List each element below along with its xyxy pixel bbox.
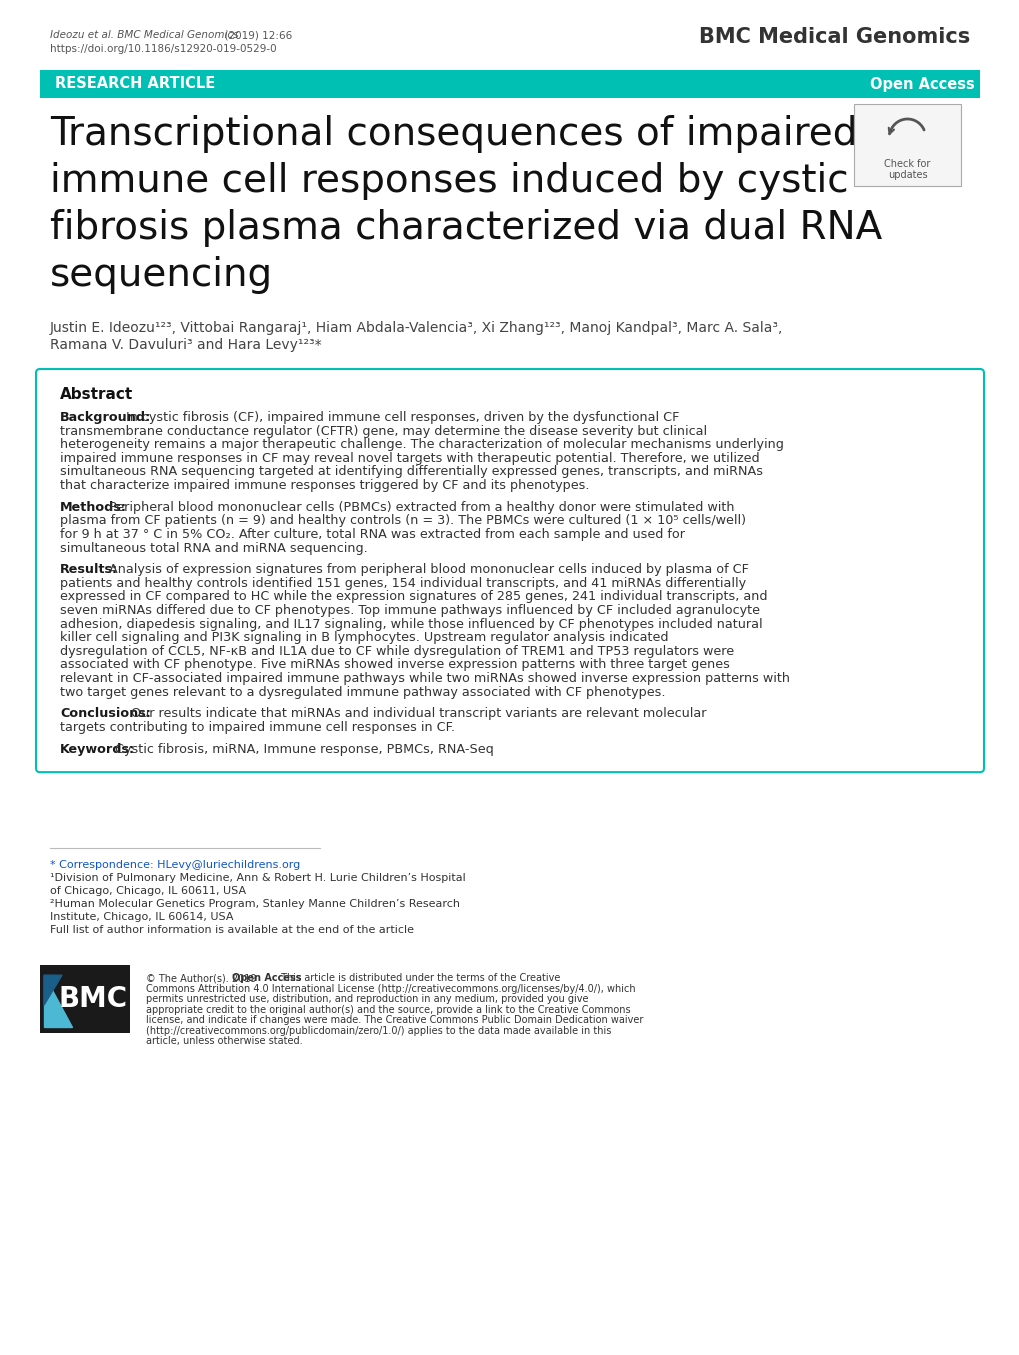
Text: Open Access: Open Access — [232, 973, 302, 984]
Text: of Chicago, Chicago, IL 60611, USA: of Chicago, Chicago, IL 60611, USA — [50, 886, 246, 896]
Text: * Correspondence: HLevy@luriechildrens.org: * Correspondence: HLevy@luriechildrens.o… — [50, 860, 300, 870]
Text: appropriate credit to the original author(s) and the source, provide a link to t: appropriate credit to the original autho… — [146, 1004, 630, 1015]
Text: adhesion, diapedesis signaling, and IL17 signaling, while those influenced by CF: adhesion, diapedesis signaling, and IL17… — [60, 618, 762, 630]
Text: plasma from CF patients (n = 9) and healthy controls (n = 3). The PBMCs were cul: plasma from CF patients (n = 9) and heal… — [60, 515, 745, 527]
Text: seven miRNAs differed due to CF phenotypes. Top immune pathways influenced by CF: seven miRNAs differed due to CF phenotyp… — [60, 604, 759, 617]
Text: Keywords:: Keywords: — [60, 743, 135, 756]
Text: Commons Attribution 4.0 International License (http://creativecommons.org/licens: Commons Attribution 4.0 International Li… — [146, 984, 635, 993]
Text: Institute, Chicago, IL 60614, USA: Institute, Chicago, IL 60614, USA — [50, 912, 233, 923]
Text: Open Access: Open Access — [869, 76, 974, 92]
Text: Analysis of expression signatures from peripheral blood mononuclear cells induce: Analysis of expression signatures from p… — [105, 564, 748, 576]
Text: Conclusions:: Conclusions: — [60, 707, 151, 721]
Text: https://doi.org/10.1186/s12920-019-0529-0: https://doi.org/10.1186/s12920-019-0529-… — [50, 43, 276, 54]
Text: patients and healthy controls identified 151 genes, 154 individual transcripts, : patients and healthy controls identified… — [60, 577, 745, 589]
Text: BMC: BMC — [58, 985, 127, 1014]
Text: simultaneous total RNA and miRNA sequencing.: simultaneous total RNA and miRNA sequenc… — [60, 542, 368, 554]
Text: license, and indicate if changes were made. The Creative Commons Public Domain D: license, and indicate if changes were ma… — [146, 1015, 643, 1026]
Text: dysregulation of CCL5, NF-κB and IL1A due to CF while dysregulation of TREM1 and: dysregulation of CCL5, NF-κB and IL1A du… — [60, 645, 734, 659]
Text: permits unrestricted use, distribution, and reproduction in any medium, provided: permits unrestricted use, distribution, … — [146, 995, 588, 1004]
FancyBboxPatch shape — [40, 70, 979, 98]
Text: Cystic fibrosis, miRNA, Immune response, PBMCs, RNA-Seq: Cystic fibrosis, miRNA, Immune response,… — [110, 743, 493, 756]
Text: sequencing: sequencing — [50, 256, 273, 294]
Text: Ideozu et al. BMC Medical Genomics: Ideozu et al. BMC Medical Genomics — [50, 30, 238, 41]
Text: Our results indicate that miRNAs and individual transcript variants are relevant: Our results indicate that miRNAs and ind… — [127, 707, 706, 721]
Text: BMC Medical Genomics: BMC Medical Genomics — [698, 27, 969, 47]
Text: (2019) 12:66: (2019) 12:66 — [205, 30, 292, 41]
Text: impaired immune responses in CF may reveal novel targets with therapeutic potent: impaired immune responses in CF may reve… — [60, 451, 759, 465]
Text: heterogeneity remains a major therapeutic challenge. The characterization of mol: heterogeneity remains a major therapeuti… — [60, 438, 784, 451]
Text: targets contributing to impaired immune cell responses in CF.: targets contributing to impaired immune … — [60, 721, 454, 734]
Text: expressed in CF compared to HC while the expression signatures of 285 genes, 241: expressed in CF compared to HC while the… — [60, 591, 766, 603]
Text: Abstract: Abstract — [60, 388, 133, 402]
Text: transmembrane conductance regulator (CFTR) gene, may determine the disease sever: transmembrane conductance regulator (CFT… — [60, 424, 706, 438]
Text: two target genes relevant to a dysregulated immune pathway associated with CF ph: two target genes relevant to a dysregula… — [60, 686, 664, 699]
Text: Full list of author information is available at the end of the article: Full list of author information is avail… — [50, 925, 414, 935]
Text: Transcriptional consequences of impaired: Transcriptional consequences of impaired — [50, 115, 857, 153]
Text: Results:: Results: — [60, 564, 118, 576]
Text: Methods:: Methods: — [60, 501, 127, 514]
Text: immune cell responses induced by cystic: immune cell responses induced by cystic — [50, 163, 848, 201]
Text: simultaneous RNA sequencing targeted at identifying differentially expressed gen: simultaneous RNA sequencing targeted at … — [60, 466, 762, 478]
Text: associated with CF phenotype. Five miRNAs showed inverse expression patterns wit: associated with CF phenotype. Five miRNA… — [60, 659, 730, 672]
Text: Justin E. Ideozu¹²³, Vittobai Rangaraj¹, Hiam Abdala-Valencia³, Xi Zhang¹²³, Man: Justin E. Ideozu¹²³, Vittobai Rangaraj¹,… — [50, 321, 783, 335]
Text: article, unless otherwise stated.: article, unless otherwise stated. — [146, 1037, 303, 1046]
Text: Check for: Check for — [883, 159, 929, 169]
FancyBboxPatch shape — [36, 369, 983, 772]
Text: killer cell signaling and PI3K signaling in B lymphocytes. Upstream regulator an: killer cell signaling and PI3K signaling… — [60, 631, 667, 644]
Text: that characterize impaired immune responses triggered by CF and its phenotypes.: that characterize impaired immune respon… — [60, 480, 589, 492]
Polygon shape — [44, 976, 62, 1005]
Text: © The Author(s). 2019: © The Author(s). 2019 — [146, 973, 260, 984]
Text: fibrosis plasma characterized via dual RNA: fibrosis plasma characterized via dual R… — [50, 209, 881, 247]
Text: This article is distributed under the terms of the Creative: This article is distributed under the te… — [278, 973, 560, 984]
Text: ¹Division of Pulmonary Medicine, Ann & Robert H. Lurie Children’s Hospital: ¹Division of Pulmonary Medicine, Ann & R… — [50, 873, 466, 883]
Text: Peripheral blood mononuclear cells (PBMCs) extracted from a healthy donor were s: Peripheral blood mononuclear cells (PBMC… — [105, 501, 734, 514]
Text: ²Human Molecular Genetics Program, Stanley Manne Children’s Research: ²Human Molecular Genetics Program, Stanl… — [50, 900, 460, 909]
Text: relevant in CF-associated impaired immune pathways while two miRNAs showed inver: relevant in CF-associated impaired immun… — [60, 672, 790, 686]
Text: Background:: Background: — [60, 411, 151, 424]
Text: updates: updates — [887, 169, 926, 180]
Text: In cystic fibrosis (CF), impaired immune cell responses, driven by the dysfuncti: In cystic fibrosis (CF), impaired immune… — [121, 411, 679, 424]
Text: (http://creativecommons.org/publicdomain/zero/1.0/) applies to the data made ava: (http://creativecommons.org/publicdomain… — [146, 1026, 610, 1035]
Text: for 9 h at 37 ° C in 5% CO₂. After culture, total RNA was extracted from each sa: for 9 h at 37 ° C in 5% CO₂. After cultu… — [60, 528, 685, 541]
FancyBboxPatch shape — [40, 965, 129, 1033]
Polygon shape — [44, 976, 72, 1027]
FancyBboxPatch shape — [853, 104, 960, 186]
Text: Ramana V. Davuluri³ and Hara Levy¹²³*: Ramana V. Davuluri³ and Hara Levy¹²³* — [50, 337, 321, 352]
Text: RESEARCH ARTICLE: RESEARCH ARTICLE — [55, 76, 215, 92]
